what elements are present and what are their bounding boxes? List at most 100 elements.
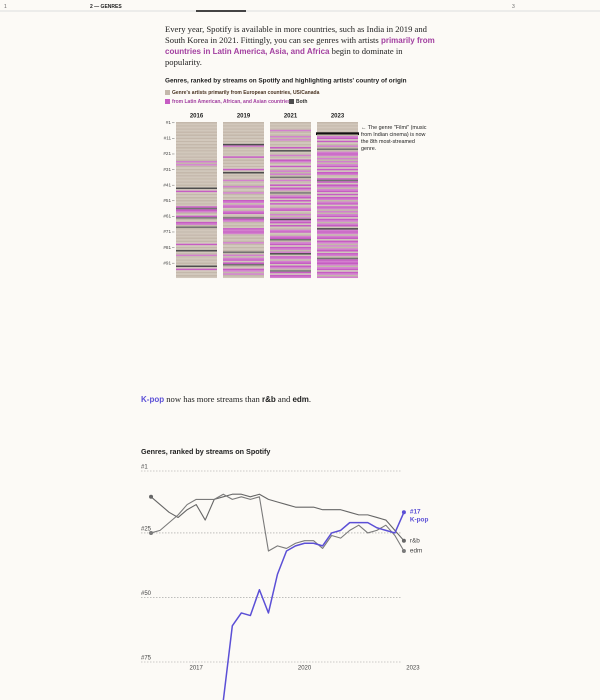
stripe [317,207,358,210]
stripe [223,190,264,193]
stripe [270,220,311,222]
end-value-label: #17 [410,508,421,515]
stripe [270,168,311,171]
nav-item[interactable]: 1 [4,4,7,10]
stripe [317,210,358,213]
stripe [176,131,217,133]
stripe [176,154,217,157]
stripe [317,246,358,249]
stripe [270,182,311,185]
stripe [317,170,358,172]
text-segment: primarily from countries in Latin Americ… [165,36,435,56]
stripe [317,154,358,157]
stripe [317,156,358,158]
stripe [270,217,311,219]
stripe [270,164,311,166]
stripe [317,159,358,162]
nav-item[interactable]: 3 [512,4,515,10]
stripe [176,229,217,232]
stripe [317,220,358,222]
stripe [270,271,311,274]
stripe [317,150,358,152]
stripe [270,224,311,227]
y-tick-label: #21 [163,151,171,156]
stripe [223,185,264,188]
stripe [176,265,217,268]
stripe [176,126,217,129]
stripe [270,181,311,183]
stripe [223,175,264,177]
y-tick-label: #75 [141,656,152,662]
stripe [317,182,358,185]
stripe [317,187,358,190]
stripe [270,240,311,243]
stripe [270,145,311,148]
stripe [270,143,311,146]
text-segment: and [275,394,293,404]
stripe [223,253,264,255]
stripe [317,181,358,183]
stripe [223,200,264,202]
stripe [270,190,311,193]
stripe [317,185,358,188]
stripe [317,126,358,129]
stripe [270,170,311,172]
stripe [223,142,264,144]
series-label: K-pop [410,516,429,523]
stripe [270,212,311,215]
stripe [223,143,264,146]
stripe [223,151,264,154]
stripe [223,242,264,244]
stripe [317,122,358,124]
stripe [270,228,311,230]
legend-swatch [165,99,170,104]
stripe [176,220,217,222]
stripe [223,260,264,263]
stripe [176,145,217,148]
stripe [176,190,217,193]
stripe [223,128,264,130]
stripe [317,192,358,194]
stripe [176,132,217,135]
stripe [270,257,311,260]
stripe [270,184,311,187]
stripe [317,203,358,205]
stripe [223,181,264,183]
stripe [223,249,264,252]
stripe [317,235,358,238]
nav-item[interactable]: 2 — GENRES [90,4,122,10]
stripe [176,251,217,254]
stripe [270,131,311,133]
chart-title: Genres, ranked by streams on Spotify and… [165,78,407,85]
stripe [223,136,264,138]
stripe [270,140,311,143]
stripe [223,167,264,169]
stripe [270,128,311,130]
stripe [176,231,217,233]
stripe [317,131,358,133]
stripe [176,234,217,236]
stripe [176,159,217,162]
stripe [317,234,358,236]
stripe [223,276,264,279]
stripe [176,228,217,230]
stripe [270,237,311,240]
text-segment: K-pop [141,395,165,404]
stripe [317,142,358,144]
stripe [176,178,217,180]
stripe [317,232,358,235]
stripe [270,265,311,268]
legend-swatch [289,99,294,104]
stripe [270,221,311,224]
stripe [223,243,264,246]
stripe [176,162,217,165]
stripe [270,253,311,255]
y-tick-label: #61 [163,214,171,219]
text-segment: now has more streams than [164,394,262,404]
stripe [317,139,358,141]
stripe [317,224,358,227]
stripe [223,171,264,174]
stripe [270,273,311,275]
legend-label: Genre's artists primarily from European … [172,90,320,96]
stripe [223,178,264,180]
